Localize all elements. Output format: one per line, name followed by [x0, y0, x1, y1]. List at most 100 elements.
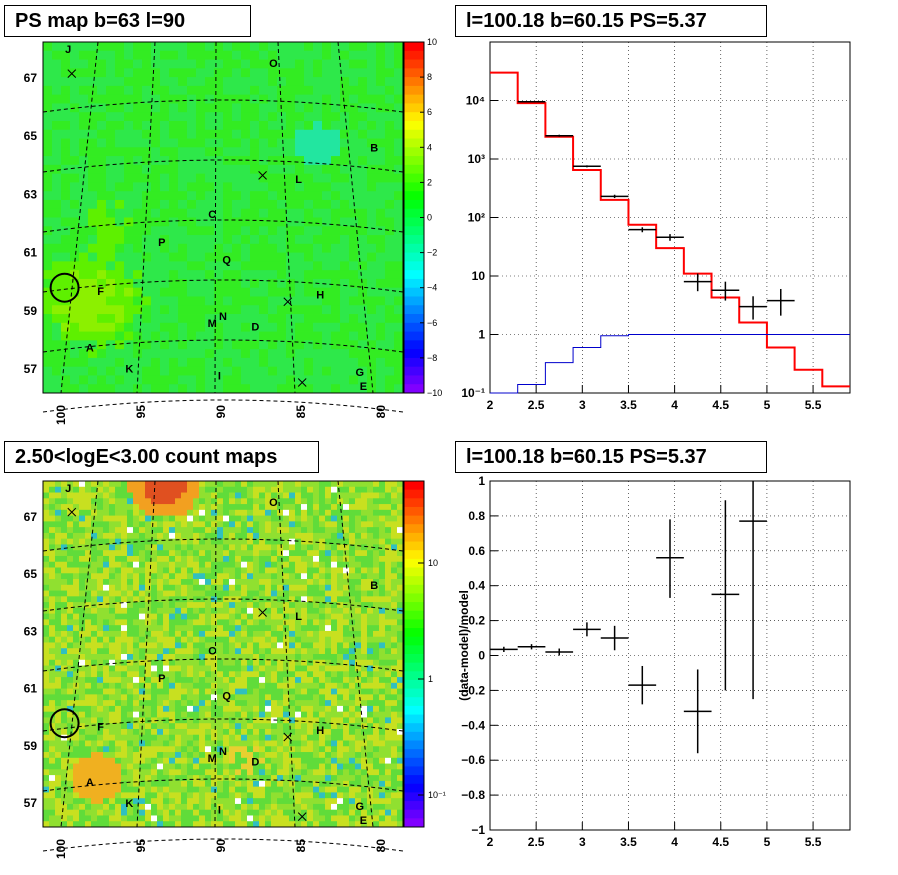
heatmap-cell	[304, 173, 314, 183]
heatmap-cell	[205, 648, 212, 655]
heatmap-cell	[301, 579, 308, 586]
heatmap-cell	[214, 50, 224, 60]
heatmap-cell	[67, 757, 74, 764]
heatmap-cell	[43, 504, 50, 511]
heatmap-cell	[313, 579, 320, 586]
heatmap-cell	[193, 619, 200, 626]
heatmap-cell	[55, 550, 62, 557]
heatmap-cell	[85, 619, 92, 626]
heatmap-cell	[229, 786, 236, 793]
heatmap-cell	[139, 821, 146, 828]
heatmap-cell	[223, 555, 230, 563]
heatmap-cell	[250, 173, 260, 183]
heatmap-cell	[193, 607, 200, 615]
heatmap-cell	[115, 769, 122, 776]
heatmap-cell	[157, 746, 164, 753]
heatmap-cell	[70, 235, 80, 245]
heatmap-cell	[133, 705, 140, 713]
heatmap-cell	[337, 515, 344, 522]
heatmap-cell	[241, 270, 251, 280]
heatmap-cell	[331, 296, 341, 306]
heatmap-cell	[133, 77, 143, 87]
heatmap-cell	[73, 584, 80, 591]
heatmap-cell	[229, 498, 236, 505]
heatmap-cell	[223, 486, 230, 493]
heatmap-cell	[286, 103, 296, 113]
heatmap-cell	[187, 331, 197, 341]
heatmap-cell	[247, 723, 254, 730]
heatmap-cell	[217, 544, 224, 551]
heatmap-cell	[289, 602, 296, 609]
heatmap-cell	[91, 809, 98, 816]
heatmap-cell	[163, 728, 170, 736]
heatmap-cell	[361, 792, 368, 799]
heatmap-cell	[301, 757, 308, 764]
heatmap-cell	[187, 287, 197, 297]
heatmap-cell	[343, 515, 350, 522]
heatmap-cell	[139, 613, 146, 620]
heatmap-cell	[106, 384, 116, 394]
heatmap-cell	[313, 654, 320, 661]
heatmap-cell	[253, 815, 260, 822]
source-label-E: E	[360, 381, 367, 393]
heatmap-cell	[289, 532, 296, 540]
heatmap-cell	[229, 567, 236, 574]
heatmap-cell	[340, 287, 350, 297]
heatmap-cell	[283, 763, 290, 770]
heatmap-cell	[229, 821, 236, 828]
heatmap-cell	[253, 481, 260, 488]
heatmap-cell	[337, 481, 344, 488]
heatmap-cell	[142, 349, 152, 359]
heatmap-cell	[217, 705, 224, 713]
heatmap-cell	[193, 780, 200, 788]
heatmap-cell	[115, 208, 125, 218]
heatmap-cell	[394, 147, 404, 157]
heatmap-cell	[91, 613, 98, 620]
heatmap-cell	[217, 607, 224, 615]
heatmap-cell	[358, 85, 368, 96]
heatmap-cell	[115, 42, 125, 52]
heatmap-cell	[199, 728, 206, 736]
heatmap-cell	[322, 173, 332, 183]
heatmap-cell	[163, 613, 170, 620]
heatmap-cell	[265, 688, 272, 695]
heatmap-cell	[145, 711, 152, 718]
heatmap-cell	[331, 173, 341, 183]
heatmap-cell	[187, 602, 194, 609]
heatmap-cell	[49, 579, 56, 586]
heatmap-cell	[115, 287, 125, 297]
heatmap-cell	[283, 481, 290, 488]
heatmap-cell	[271, 769, 278, 776]
heatmap-cell	[358, 366, 368, 376]
heatmap-cell	[85, 763, 92, 770]
heatmap-cell	[265, 538, 272, 545]
heatmap-cell	[178, 199, 188, 210]
heatmap-cell	[121, 682, 128, 689]
heatmap-cell	[61, 700, 68, 707]
heatmap-cell	[97, 711, 104, 718]
heatmap-cell	[55, 803, 62, 811]
heatmap-cell	[49, 705, 56, 713]
heatmap-cell	[361, 728, 368, 736]
heatmap-cell	[355, 786, 362, 793]
heatmap-cell	[235, 671, 242, 678]
heatmap-cell	[67, 717, 74, 724]
heatmap-cell	[85, 821, 92, 828]
heatmap-cell	[85, 498, 92, 505]
heatmap-cell	[193, 561, 200, 568]
heatmap-cell	[289, 584, 296, 591]
heatmap-cell	[331, 665, 338, 672]
heatmap-cell	[349, 705, 356, 713]
heatmap-cell	[115, 648, 122, 655]
heatmap-cell	[247, 544, 254, 551]
heatmap-cell	[139, 705, 146, 713]
heatmap-cell	[127, 527, 134, 534]
heatmap-cell	[313, 68, 323, 78]
source-label-P: P	[158, 237, 165, 249]
heatmap-cell	[289, 723, 296, 730]
heatmap-cell	[103, 590, 110, 597]
heatmap-cell	[121, 492, 128, 499]
heatmap-cell	[322, 156, 332, 166]
heatmap-cell	[223, 752, 230, 759]
heatmap-cell	[283, 746, 290, 753]
